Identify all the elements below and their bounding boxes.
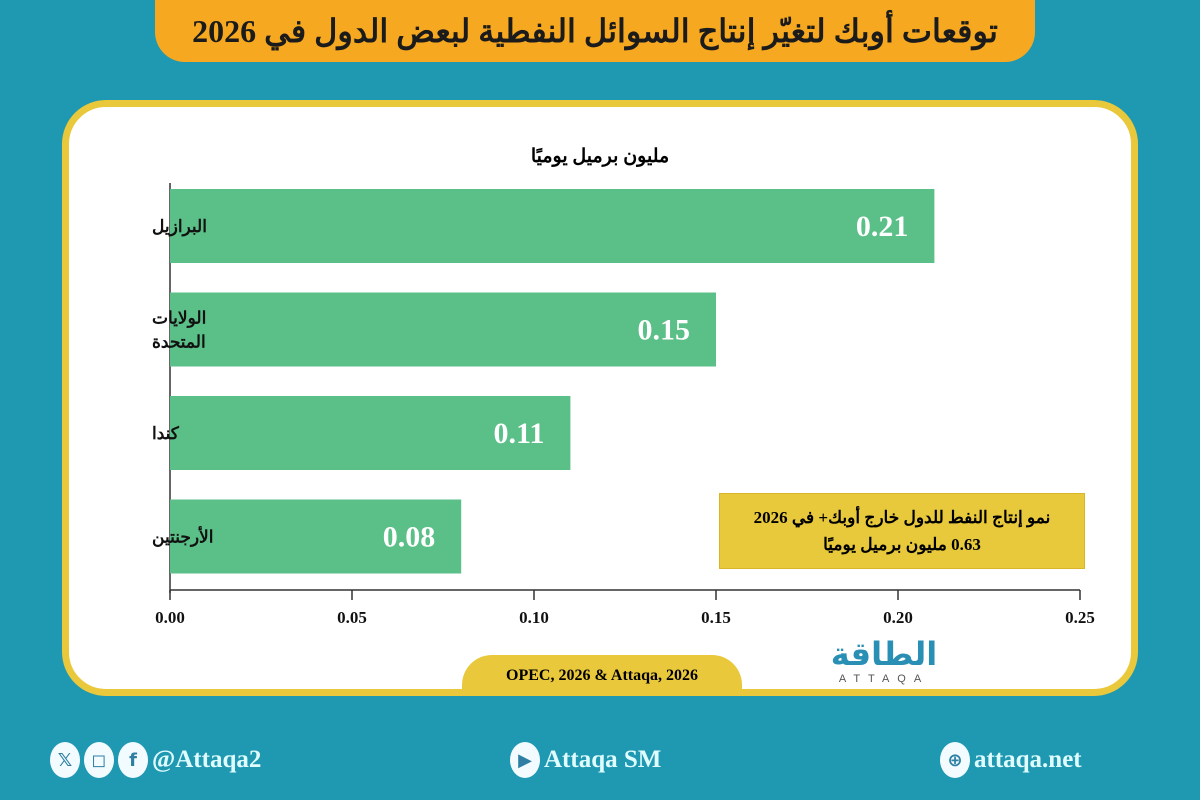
x-tick-label: 0.00: [155, 608, 185, 627]
data-label: 0.21: [856, 210, 909, 243]
website-url[interactable]: attaqa.net: [974, 746, 1082, 773]
x-icon[interactable]: 𝕏: [50, 742, 80, 778]
social-links: 𝕏 ◻ f @Attaqa2: [50, 740, 261, 780]
x-tick-label: 0.15: [701, 608, 731, 627]
social-handle[interactable]: @Attaqa2: [152, 746, 262, 773]
note-line1: نمو إنتاج النفط للدول خارج أوبك+ في 2026: [753, 508, 1051, 527]
logo-arabic: الطاقة: [830, 635, 938, 673]
chart-card: مليون برميل يوميًا 0.21 البرازيل 0.15 الولا…: [62, 100, 1138, 696]
x-tick-label: 0.05: [337, 608, 367, 627]
youtube-link: ▶ Attaqa SM: [510, 740, 661, 780]
bar: [170, 499, 462, 574]
unit-label: مليون برميل يوميًا: [530, 146, 670, 167]
note-box: نمو إنتاج النفط للدول خارج أوبك+ في 2026…: [719, 493, 1085, 569]
youtube-handle[interactable]: Attaqa SM: [544, 746, 662, 773]
category-label: كندا: [152, 424, 180, 443]
x-tick-label: 0.25: [1065, 608, 1095, 627]
logo-english: ATTAQA: [838, 673, 930, 685]
website-link: ⊕ attaqa.net: [940, 740, 1082, 780]
data-label: 0.08: [383, 521, 436, 554]
category-label: البرازيل: [152, 217, 207, 237]
facebook-icon[interactable]: f: [118, 742, 148, 778]
category-label: المتحدة: [152, 333, 206, 352]
note-line2: 0.63 مليون برميل يوميًا: [823, 535, 981, 554]
attaqa-logo: الطاقة ATTAQA: [804, 635, 964, 689]
globe-icon[interactable]: ⊕: [940, 742, 970, 778]
x-tick-label: 0.10: [519, 608, 549, 627]
category-label: الأرجنتين: [152, 526, 213, 548]
source-label: OPEC, 2026 & Attaqa, 2026: [462, 655, 742, 689]
bar: [170, 396, 571, 470]
youtube-icon[interactable]: ▶: [510, 742, 540, 778]
bar-chart: 0.21 البرازيل 0.15 الولايات المتحدة 0.11 كندا 0…: [152, 183, 1095, 627]
instagram-icon[interactable]: ◻: [84, 742, 114, 778]
category-label: الولايات: [152, 309, 206, 329]
page-title: توقعات أوبك لتغيّر إنتاج السوائل النفطية…: [155, 0, 1035, 62]
data-label: 0.15: [638, 314, 691, 347]
data-label: 0.11: [494, 417, 545, 450]
x-tick-label: 0.20: [883, 608, 913, 627]
bar: [170, 292, 716, 367]
bar: [170, 189, 935, 263]
